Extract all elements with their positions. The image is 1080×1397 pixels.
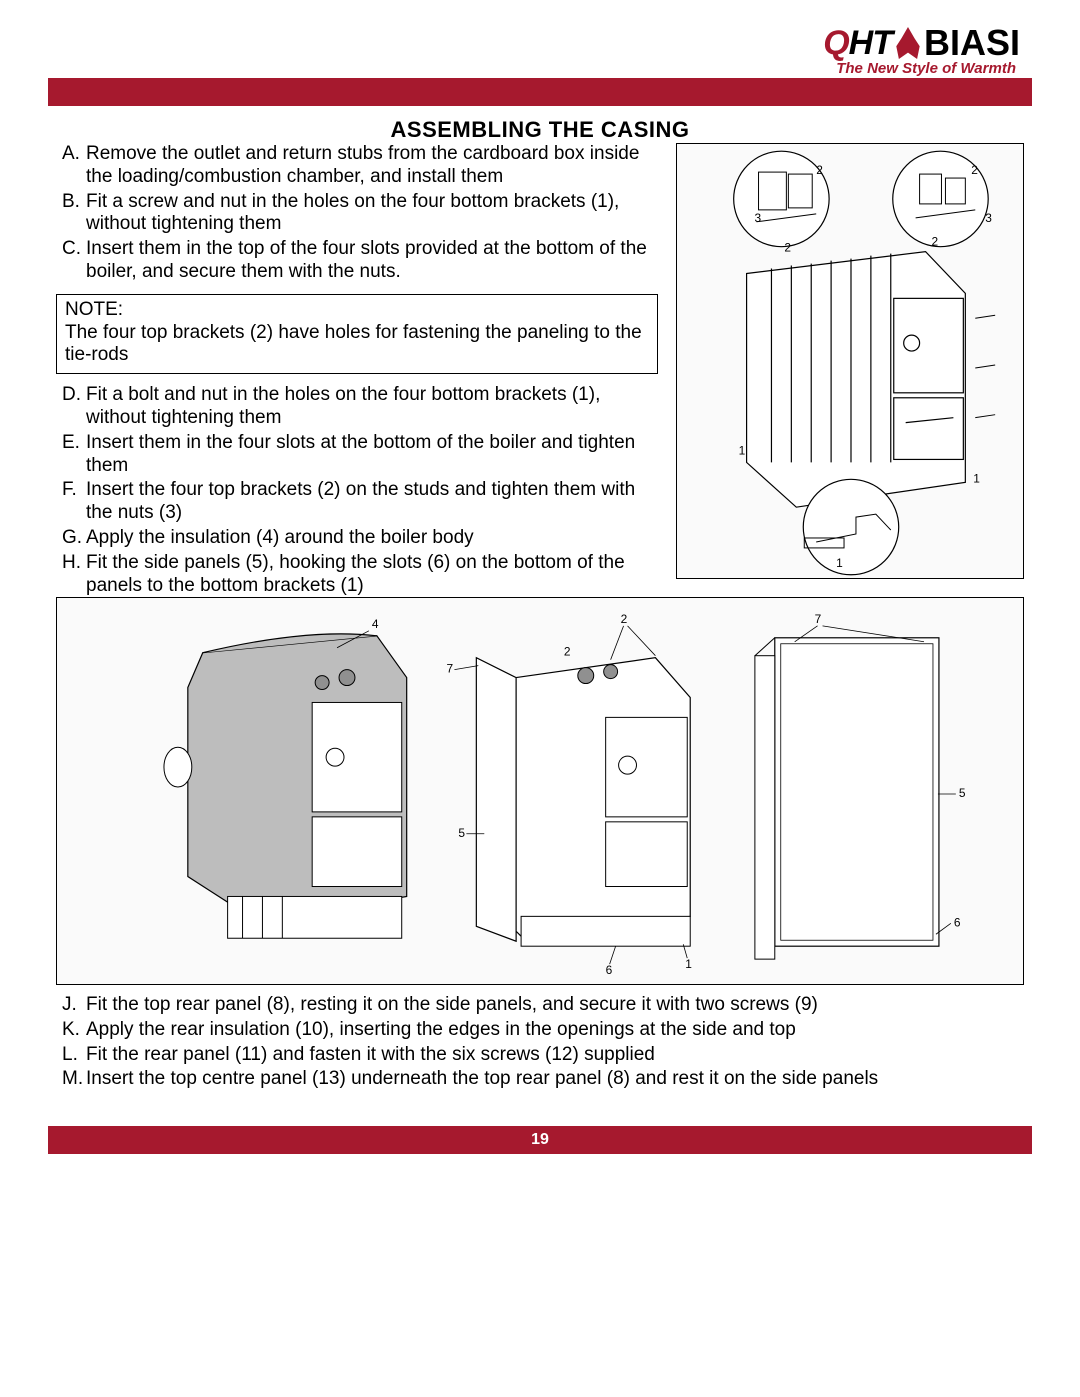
step-text: Fit the top rear panel (8), resting it o… <box>86 994 1024 1017</box>
note-box: NOTE: The four top brackets (2) have hol… <box>56 294 658 374</box>
step-text: Remove the outlet and return stubs from … <box>86 143 656 189</box>
page-number: 19 <box>531 1131 549 1148</box>
step-label: M. <box>56 1068 86 1091</box>
biasi-logo: BIASI <box>924 22 1020 64</box>
step-label: F. <box>56 479 86 525</box>
step-text: Fit the rear panel (11) and fasten it wi… <box>86 1044 1024 1067</box>
instruction-step: F.Insert the four top brackets (2) on th… <box>56 479 656 525</box>
note-body: The four top brackets (2) have holes for… <box>65 322 649 368</box>
svg-text:2: 2 <box>932 235 939 249</box>
svg-text:3: 3 <box>985 211 992 225</box>
svg-text:7: 7 <box>815 612 822 626</box>
svg-text:2: 2 <box>564 645 571 659</box>
step-label: B. <box>56 191 86 237</box>
diagram-panels-insulation: 4 7 5 2 2 6 1 <box>56 597 1024 985</box>
svg-text:4: 4 <box>372 617 379 631</box>
step-label: A. <box>56 143 86 189</box>
svg-text:2: 2 <box>971 163 978 177</box>
svg-text:2: 2 <box>621 612 628 626</box>
qht-logo: QHT <box>823 24 892 63</box>
step-text: Fit a bolt and nut in the holes on the f… <box>86 384 656 430</box>
diagram-boiler-brackets: 2 3 2 3 2 2 1 1 <box>676 143 1024 579</box>
svg-text:1: 1 <box>973 471 980 485</box>
instruction-step: E.Insert them in the four slots at the b… <box>56 432 656 478</box>
svg-text:2: 2 <box>816 163 823 177</box>
svg-text:5: 5 <box>458 826 465 840</box>
step-text: Apply the rear insulation (10), insertin… <box>86 1019 1024 1042</box>
svg-text:6: 6 <box>954 915 961 929</box>
step-label: E. <box>56 432 86 478</box>
svg-text:1: 1 <box>685 957 692 971</box>
note-heading: NOTE: <box>65 299 649 322</box>
instruction-step: M.Insert the top centre panel (13) under… <box>56 1068 1024 1091</box>
svg-text:1: 1 <box>836 556 843 570</box>
step-label: L. <box>56 1044 86 1067</box>
instruction-step: J.Fit the top rear panel (8), resting it… <box>56 994 1024 1017</box>
svg-text:5: 5 <box>959 786 966 800</box>
step-label: G. <box>56 527 86 550</box>
instruction-step: L.Fit the rear panel (11) and fasten it … <box>56 1044 1024 1067</box>
step-text: Insert the top centre panel (13) underne… <box>86 1068 1024 1091</box>
header-bar <box>48 78 1032 106</box>
flame-icon <box>895 27 921 59</box>
svg-text:6: 6 <box>606 963 613 977</box>
instruction-step: A.Remove the outlet and return stubs fro… <box>56 143 656 189</box>
footer-bar: 19 <box>48 1126 1032 1154</box>
svg-text:7: 7 <box>446 662 453 676</box>
instruction-step: G.Apply the insulation (4) around the bo… <box>56 527 656 550</box>
step-label: C. <box>56 238 86 284</box>
step-text: Fit the side panels (5), hooking the slo… <box>86 552 656 598</box>
step-label: J. <box>56 994 86 1017</box>
instruction-step: D.Fit a bolt and nut in the holes on the… <box>56 384 656 430</box>
step-text: Fit a screw and nut in the holes on the … <box>86 191 656 237</box>
step-text: Insert them in the top of the four slots… <box>86 238 656 284</box>
instruction-step: H.Fit the side panels (5), hooking the s… <box>56 552 656 598</box>
page-title: ASSEMBLING THE CASING <box>0 117 1080 143</box>
svg-text:2: 2 <box>784 241 791 255</box>
tagline: The New Style of Warmth <box>836 60 1016 77</box>
step-text: Insert the four top brackets (2) on the … <box>86 479 656 525</box>
instruction-step: C.Insert them in the top of the four slo… <box>56 238 656 284</box>
step-text: Apply the insulation (4) around the boil… <box>86 527 656 550</box>
step-label: D. <box>56 384 86 430</box>
brand-logo: QHT BIASI The New Style of Warmth <box>823 22 1020 77</box>
step-label: K. <box>56 1019 86 1042</box>
instructions-bottom: J.Fit the top rear panel (8), resting it… <box>56 994 1024 1093</box>
instruction-step: B.Fit a screw and nut in the holes on th… <box>56 191 656 237</box>
svg-text:1: 1 <box>739 443 746 457</box>
step-label: H. <box>56 552 86 598</box>
step-text: Insert them in the four slots at the bot… <box>86 432 656 478</box>
instruction-step: K.Apply the rear insulation (10), insert… <box>56 1019 1024 1042</box>
svg-text:3: 3 <box>755 211 762 225</box>
instructions-top: A.Remove the outlet and return stubs fro… <box>56 143 656 670</box>
